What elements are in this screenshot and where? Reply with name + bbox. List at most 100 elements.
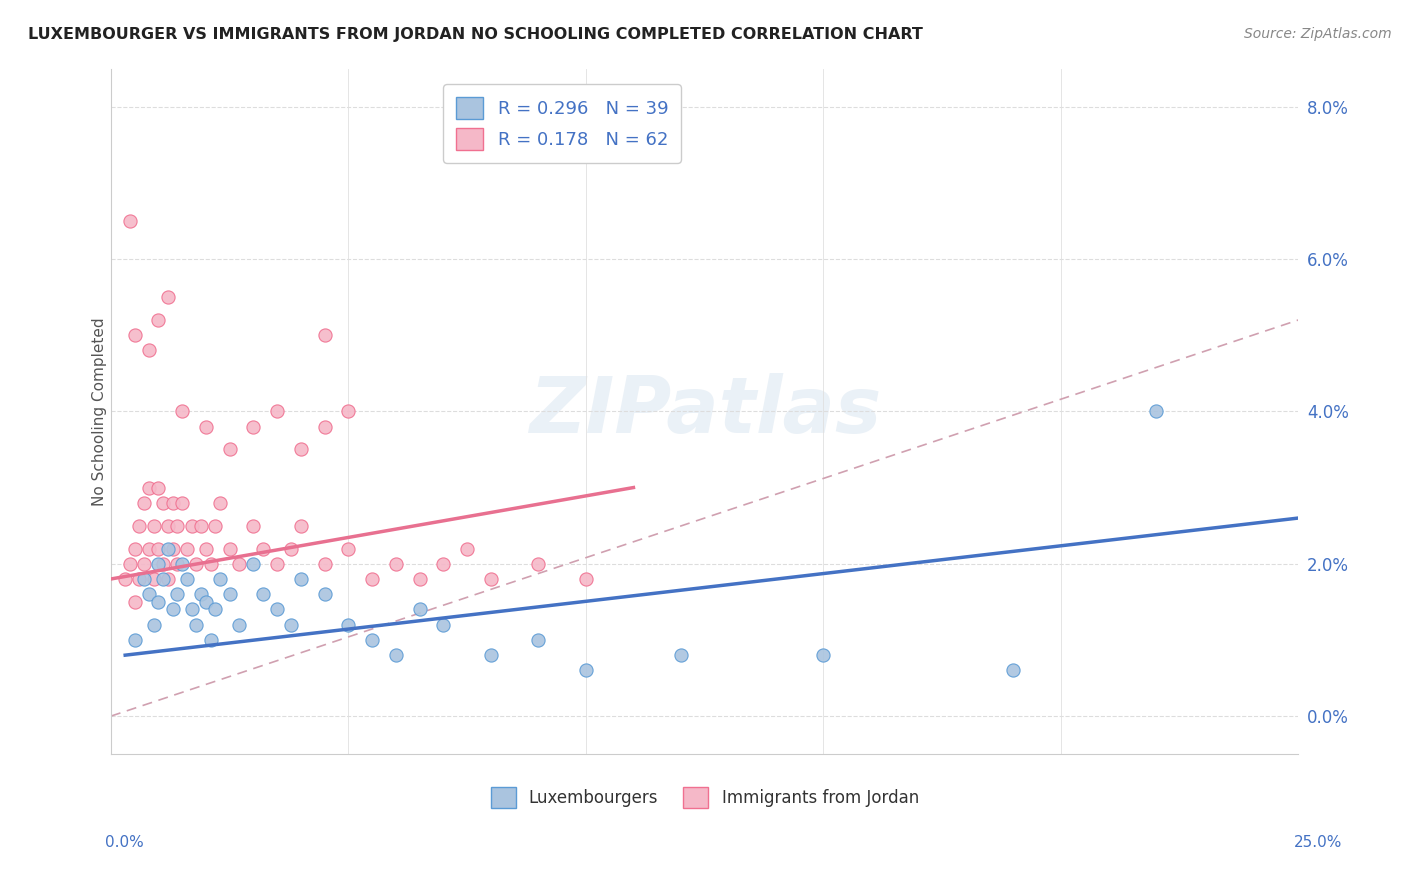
Point	[204, 518, 226, 533]
Point	[124, 328, 146, 343]
Point	[218, 442, 240, 457]
Point	[180, 602, 202, 616]
Point	[385, 648, 408, 662]
Point	[194, 541, 217, 556]
Point	[385, 557, 408, 571]
Point	[290, 442, 312, 457]
Point	[242, 518, 264, 533]
Point	[172, 557, 194, 571]
Point	[172, 404, 194, 418]
Y-axis label: No Schooling Completed: No Schooling Completed	[93, 317, 107, 506]
Point	[138, 343, 160, 358]
Text: ZIPatlas: ZIPatlas	[529, 374, 880, 450]
Point	[186, 557, 208, 571]
Point	[1144, 404, 1167, 418]
Point	[114, 572, 136, 586]
Point	[194, 595, 217, 609]
Point	[200, 632, 222, 647]
Point	[527, 557, 550, 571]
Point	[409, 572, 432, 586]
Point	[138, 587, 160, 601]
Point	[118, 557, 141, 571]
Point	[314, 557, 336, 571]
Point	[280, 617, 302, 632]
Point	[266, 557, 288, 571]
Point	[176, 572, 198, 586]
Point	[314, 419, 336, 434]
Point	[337, 541, 360, 556]
Point	[156, 518, 179, 533]
Point	[148, 481, 170, 495]
Point	[266, 602, 288, 616]
Point	[432, 557, 454, 571]
Point	[527, 632, 550, 647]
Point	[148, 313, 170, 327]
Point	[142, 572, 165, 586]
Point	[142, 617, 165, 632]
Point	[118, 214, 141, 228]
Point	[190, 518, 212, 533]
Point	[134, 557, 156, 571]
Point	[166, 557, 188, 571]
Point	[152, 496, 174, 510]
Point	[148, 595, 170, 609]
Point	[456, 541, 478, 556]
Point	[152, 572, 174, 586]
Point	[134, 572, 156, 586]
Point	[252, 541, 274, 556]
Text: 0.0%: 0.0%	[105, 836, 145, 850]
Point	[575, 572, 598, 586]
Point	[479, 648, 502, 662]
Point	[314, 587, 336, 601]
Point	[166, 518, 188, 533]
Point	[314, 328, 336, 343]
Point	[252, 587, 274, 601]
Point	[162, 496, 184, 510]
Legend: Luxembourgers, Immigrants from Jordan: Luxembourgers, Immigrants from Jordan	[484, 780, 925, 814]
Point	[204, 602, 226, 616]
Point	[134, 496, 156, 510]
Point	[266, 404, 288, 418]
Point	[479, 572, 502, 586]
Point	[190, 587, 212, 601]
Point	[156, 572, 179, 586]
Point	[194, 419, 217, 434]
Point	[209, 496, 232, 510]
Text: LUXEMBOURGER VS IMMIGRANTS FROM JORDAN NO SCHOOLING COMPLETED CORRELATION CHART: LUXEMBOURGER VS IMMIGRANTS FROM JORDAN N…	[28, 27, 922, 42]
Point	[142, 518, 165, 533]
Point	[128, 518, 150, 533]
Point	[156, 290, 179, 304]
Point	[337, 404, 360, 418]
Point	[152, 557, 174, 571]
Point	[813, 648, 835, 662]
Point	[124, 541, 146, 556]
Point	[209, 572, 232, 586]
Point	[172, 496, 194, 510]
Point	[242, 419, 264, 434]
Point	[124, 595, 146, 609]
Point	[148, 557, 170, 571]
Point	[290, 572, 312, 586]
Point	[128, 572, 150, 586]
Text: 25.0%: 25.0%	[1295, 836, 1343, 850]
Point	[186, 617, 208, 632]
Point	[280, 541, 302, 556]
Point	[156, 541, 179, 556]
Point	[242, 557, 264, 571]
Point	[669, 648, 692, 662]
Point	[409, 602, 432, 616]
Point	[337, 617, 360, 632]
Point	[228, 617, 250, 632]
Point	[432, 617, 454, 632]
Point	[361, 632, 384, 647]
Text: Source: ZipAtlas.com: Source: ZipAtlas.com	[1244, 27, 1392, 41]
Point	[218, 587, 240, 601]
Point	[138, 541, 160, 556]
Point	[575, 664, 598, 678]
Point	[124, 632, 146, 647]
Point	[162, 602, 184, 616]
Point	[138, 481, 160, 495]
Point	[361, 572, 384, 586]
Point	[200, 557, 222, 571]
Point	[176, 541, 198, 556]
